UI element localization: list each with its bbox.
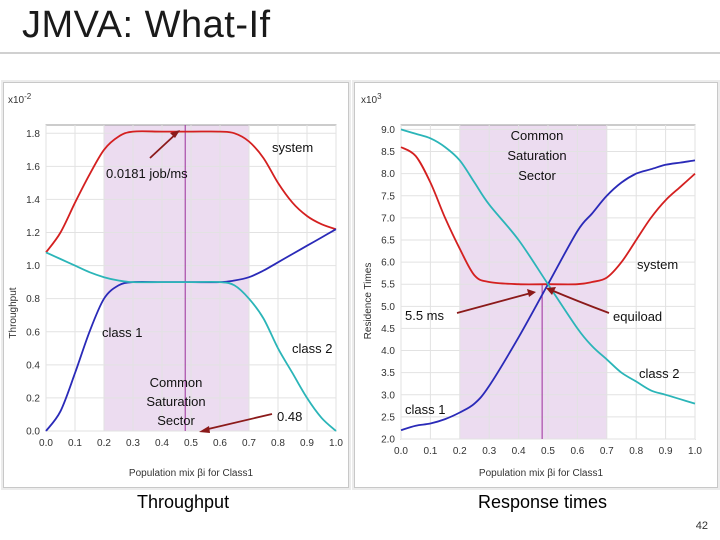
y-tick-label: 8.5 [381, 147, 395, 158]
x-tick-label: 0.7 [600, 446, 614, 457]
annot-sector-line3: Sector [157, 413, 195, 428]
annot-equiload-value: 5.5 ms [405, 308, 445, 323]
common-saturation-sector-band [104, 125, 249, 431]
series-class-2 [400, 128, 696, 405]
x-tick-label: 0.1 [68, 438, 82, 449]
response-times-chart: 0.0 0.1 0.2 0.3 0.4 0.5 0.6 0.7 0.8 0.9 1.0 2.0 2.5 3… [361, 92, 702, 479]
series-system [400, 146, 696, 286]
y-tick-label: 7.5 [381, 191, 395, 202]
axis-ticks: 0.0 0.1 0.2 0.3 0.4 0.5 0.6 0.7 0.8 0.9 1.0 2.0 2.5 3… [381, 125, 702, 457]
annot-max-throughput: 0.0181 job/ms [106, 166, 188, 181]
equiload-arrow [550, 289, 610, 314]
y-tick-label: 1.0 [26, 261, 40, 272]
y-tick-label: 8.0 [381, 169, 395, 180]
axis-ticks: 0.0 0.1 0.2 0.3 0.4 0.5 0.6 0.7 0.8 0.9 1.0 0.0 0.2 0… [26, 129, 343, 449]
y-tick-label: 0.8 [26, 294, 40, 305]
x-tick-label: 0.8 [271, 438, 285, 449]
y-tick-label: 0.0 [26, 427, 40, 438]
x-tick-label: 0.9 [659, 446, 673, 457]
y-tick-label: 6.0 [381, 258, 395, 269]
y-tick-label: 1.6 [26, 162, 40, 173]
annot-marker-value: 0.48 [277, 409, 302, 424]
annot-equiload: equiload [613, 309, 662, 324]
equiload-value-arrow [456, 292, 532, 314]
y-tick-label: 5.0 [381, 302, 395, 313]
x-axis-label: Population mix βi for Class1 [129, 468, 254, 479]
y-scale-label: x10-2 [8, 92, 32, 106]
y-tick-label: 0.4 [26, 360, 40, 371]
x-tick-label: 0.3 [126, 438, 140, 449]
x-tick-label: 0.5 [541, 446, 555, 457]
x-tick-label: 1.0 [329, 438, 343, 449]
max-throughput-arrowhead [170, 130, 180, 138]
x-axis-label: Population mix βi for Class1 [479, 468, 604, 479]
y-axis-label: Residence Times [363, 263, 374, 340]
throughput-chart-panel: 0.0 0.1 0.2 0.3 0.4 0.5 0.6 0.7 0.8 0.9 1.0 0.0 0.2 0… [3, 82, 349, 488]
annot-system: system [272, 140, 313, 155]
x-tick-label: 0.3 [482, 446, 496, 457]
response-times-chart-panel: 0.0 0.1 0.2 0.3 0.4 0.5 0.6 0.7 0.8 0.9 1.0 2.0 2.5 3… [354, 82, 718, 488]
y-tick-label: 7.0 [381, 213, 395, 224]
y-tick-label: 1.8 [26, 129, 40, 140]
marker-value-arrow [203, 413, 273, 431]
annot-class2: class 2 [292, 341, 332, 356]
y-tick-label: 1.4 [26, 195, 40, 206]
gridlines [45, 125, 337, 432]
annot-sector-line2: Saturation [146, 394, 205, 409]
annot-sector-line1: Common [150, 375, 203, 390]
series-class-1 [400, 159, 696, 432]
x-tick-label: 0.5 [184, 438, 198, 449]
y-tick-label: 9.0 [381, 125, 395, 136]
annot-sector-line3: Sector [518, 168, 556, 183]
y-tick-label: 2.0 [381, 435, 395, 446]
x-tick-label: 0.8 [629, 446, 643, 457]
x-tick-label: 0.9 [300, 438, 314, 449]
annot-system: system [637, 257, 678, 272]
x-tick-label: 1.0 [688, 446, 702, 457]
y-tick-label: 1.2 [26, 228, 40, 239]
equiload-arrowhead [546, 287, 556, 295]
max-throughput-arrow [149, 131, 179, 159]
x-tick-label: 0.4 [155, 438, 169, 449]
series-system [45, 130, 337, 253]
x-tick-label: 0.7 [242, 438, 256, 449]
y-scale-label: x103 [361, 92, 382, 106]
y-axis-label: Throughput [8, 287, 19, 338]
y-tick-label: 4.0 [381, 346, 395, 357]
response-times-caption: Response times [478, 492, 608, 512]
x-tick-label: 0.6 [570, 446, 584, 457]
x-tick-label: 0.2 [97, 438, 111, 449]
annot-sector-line2: Saturation [507, 148, 566, 163]
throughput-chart: 0.0 0.1 0.2 0.3 0.4 0.5 0.6 0.7 0.8 0.9 1.0 0.0 0.2 0… [8, 92, 343, 479]
page-number: 42 [695, 520, 708, 532]
annot-class1: class 1 [102, 325, 142, 340]
marker-value-arrowhead [199, 426, 210, 433]
annot-class1: class 1 [405, 402, 445, 417]
x-tick-label: 0.2 [453, 446, 467, 457]
title-divider [0, 52, 720, 54]
slide-title: JMVA: What-If [22, 4, 271, 46]
y-tick-label: 5.5 [381, 280, 395, 291]
series-lines [45, 130, 337, 432]
annot-class2: class 2 [639, 366, 679, 381]
equiload-value-arrowhead [527, 289, 536, 297]
y-tick-label: 0.2 [26, 393, 40, 404]
y-tick-label: 4.5 [381, 324, 395, 335]
series-class-2 [45, 251, 337, 432]
annot-sector-line1: Common [511, 128, 564, 143]
x-tick-label: 0.0 [39, 438, 53, 449]
y-tick-label: 2.5 [381, 412, 395, 423]
gridlines [400, 125, 696, 440]
series-lines [400, 128, 696, 432]
y-tick-label: 6.5 [381, 235, 395, 246]
y-tick-label: 3.5 [381, 368, 395, 379]
x-tick-label: 0.6 [213, 438, 227, 449]
x-tick-label: 0.1 [423, 446, 437, 457]
throughput-caption: Throughput [137, 492, 230, 512]
x-tick-label: 0.4 [512, 446, 526, 457]
common-saturation-sector-band [459, 125, 607, 439]
x-tick-label: 0.0 [394, 446, 408, 457]
y-tick-label: 0.6 [26, 327, 40, 338]
y-tick-label: 3.0 [381, 390, 395, 401]
